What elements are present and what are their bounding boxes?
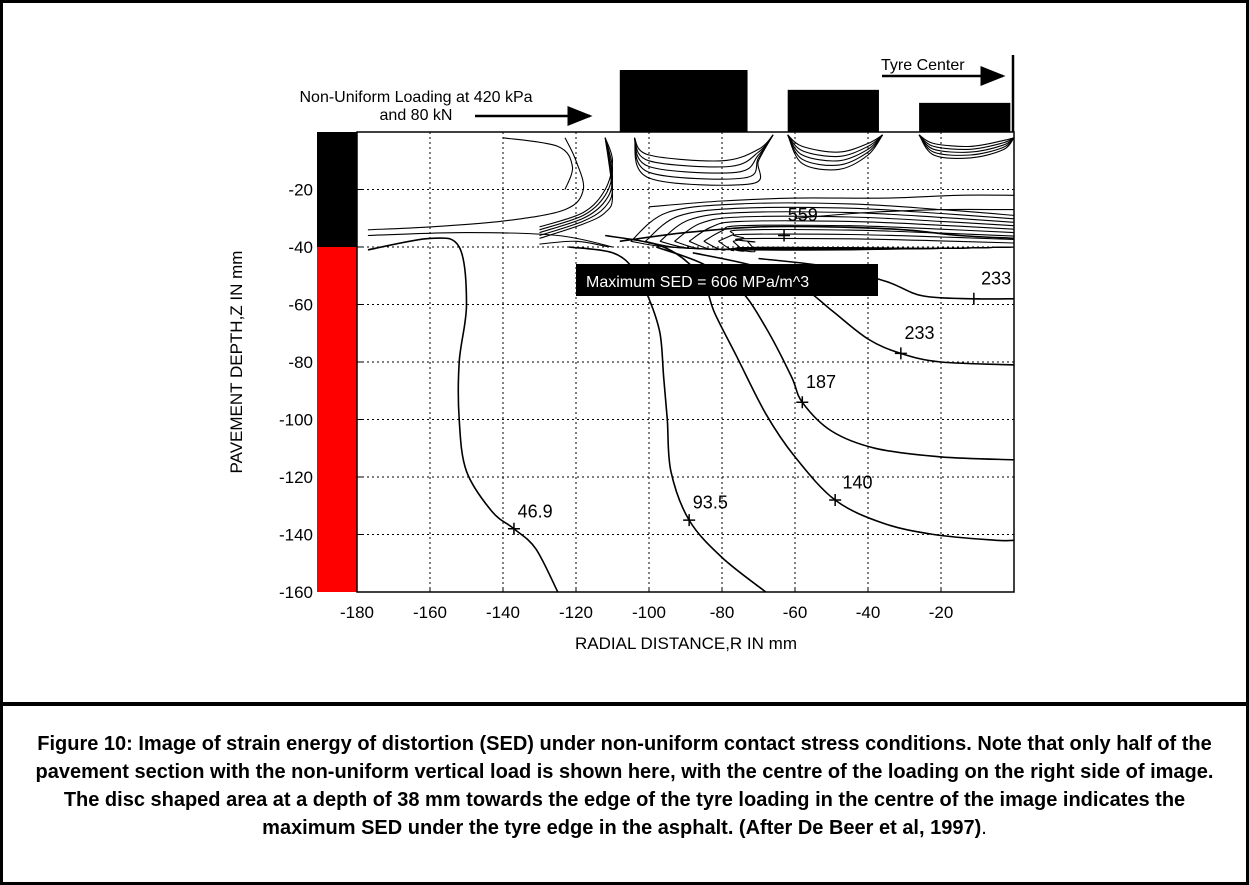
x-tick-label: -120 <box>559 603 593 622</box>
asphalt-contour-line <box>633 134 774 186</box>
asphalt-contour-line <box>539 137 614 239</box>
y-axis-label: PAVEMENT DEPTH,Z IN mm <box>227 251 246 474</box>
x-tick-label: -60 <box>783 603 808 622</box>
contour-label: 93.5 <box>693 493 728 513</box>
asphalt-contour-line <box>633 134 774 180</box>
asphalt-contour-line <box>787 134 884 162</box>
contour-label: 187 <box>806 372 836 392</box>
asphalt-contour-line <box>787 134 883 158</box>
asphalt-contour-line <box>367 232 613 248</box>
max-sed-label: Maximum SED = 606 MPa/m^3 <box>586 274 809 291</box>
y-tick-label: -60 <box>288 296 313 315</box>
y-tick-label: -120 <box>279 468 313 487</box>
y-tick-label: -80 <box>288 353 313 372</box>
asphalt-contour-line <box>633 134 774 174</box>
x-tick-label: -180 <box>340 603 374 622</box>
figure-caption: Figure 10: Image of strain energy of dis… <box>20 730 1229 842</box>
caption-divider <box>0 702 1249 706</box>
load-block-2 <box>787 89 879 132</box>
y-tick-label: -160 <box>279 583 313 602</box>
asphalt-contour-line <box>539 137 614 228</box>
asphalt-contour-line <box>645 206 1015 242</box>
asphalt-contour-line <box>688 220 1015 242</box>
caption-text: Figure 10: Image of strain energy of dis… <box>35 733 1214 839</box>
asphalt-contour-line <box>918 134 1015 153</box>
load-block-1 <box>619 70 748 132</box>
asphalt-contour-line <box>735 237 1015 244</box>
asphalt-contour-line <box>539 240 609 248</box>
contour-marker <box>894 347 907 360</box>
x-tick-label: -100 <box>632 603 666 622</box>
max-sed-box <box>576 264 878 296</box>
x-axis-label: RADIAL DISTANCE,R IN mm <box>575 634 797 653</box>
asphalt-contour-line <box>918 134 1015 156</box>
asphalt-contour-line <box>367 137 585 231</box>
asphalt-contour-line <box>633 134 774 162</box>
y-tick-label: -20 <box>288 181 313 200</box>
load-annotation-line1: Non-Uniform Loading at 420 kPa <box>299 89 532 106</box>
asphalt-contour-line <box>703 240 1015 251</box>
contour-line-559 <box>619 225 1015 243</box>
load-block-3 <box>919 102 1011 132</box>
asphalt-contour-line <box>539 137 614 237</box>
asphalt-contour-line <box>735 240 1015 253</box>
asphalt-contour-line <box>787 134 884 166</box>
caption-trailing: . <box>981 817 987 839</box>
layer-bar-asphalt <box>317 132 357 247</box>
contour-marker <box>683 514 696 527</box>
asphalt-contour-line <box>703 224 1015 242</box>
asphalt-contour-line <box>659 211 1015 242</box>
contour-label: 559 <box>788 205 818 225</box>
asphalt-contour-line <box>718 229 1015 242</box>
contour-marker <box>967 292 980 305</box>
contour-line-46_9 <box>367 237 559 593</box>
contour-marker <box>829 494 842 506</box>
asphalt-contour-line <box>918 134 1015 159</box>
y-tick-label: -140 <box>279 526 313 545</box>
asphalt-contour-line <box>539 137 614 234</box>
asphalt-contour-line <box>648 194 1015 208</box>
asphalt-contour-line <box>794 208 1015 219</box>
x-tick-label: -160 <box>413 603 447 622</box>
contour-label: 233 <box>981 268 1011 288</box>
asphalt-contour-line <box>918 134 1015 150</box>
contour-marker <box>507 522 520 535</box>
x-tick-label: -40 <box>856 603 881 622</box>
asphalt-contour-line <box>732 233 1015 242</box>
contour-line-93_5 <box>568 246 767 593</box>
asphalt-contour-line <box>502 137 574 190</box>
contour-label: 140 <box>842 473 872 493</box>
x-tick-label: -140 <box>486 603 520 622</box>
y-tick-label: -100 <box>279 411 313 430</box>
contour-label: 46.9 <box>518 501 553 521</box>
y-tick-label: -40 <box>288 238 313 257</box>
layer-bar-base <box>317 247 357 592</box>
x-tick-label: -80 <box>710 603 735 622</box>
asphalt-contour-line <box>787 134 884 171</box>
asphalt-contour-line <box>918 134 1015 148</box>
load-annotation-line2: and 80 kN <box>380 107 453 124</box>
asphalt-contour-line <box>539 137 614 231</box>
tyre-center-label: Tyre Center <box>881 57 965 74</box>
contour-label: 233 <box>905 323 935 343</box>
asphalt-contour-line <box>674 215 1015 242</box>
asphalt-contour-line <box>633 134 774 168</box>
contour-marker <box>796 396 809 409</box>
asphalt-contour-line <box>787 134 883 153</box>
plot-frame <box>356 131 1015 593</box>
sed-contour-figure: 46.9 93.5 140 187 233 233 559 -180 -160 -140 -120… <box>227 55 1015 653</box>
contour-marker <box>778 229 791 242</box>
x-tick-label: -20 <box>929 603 954 622</box>
